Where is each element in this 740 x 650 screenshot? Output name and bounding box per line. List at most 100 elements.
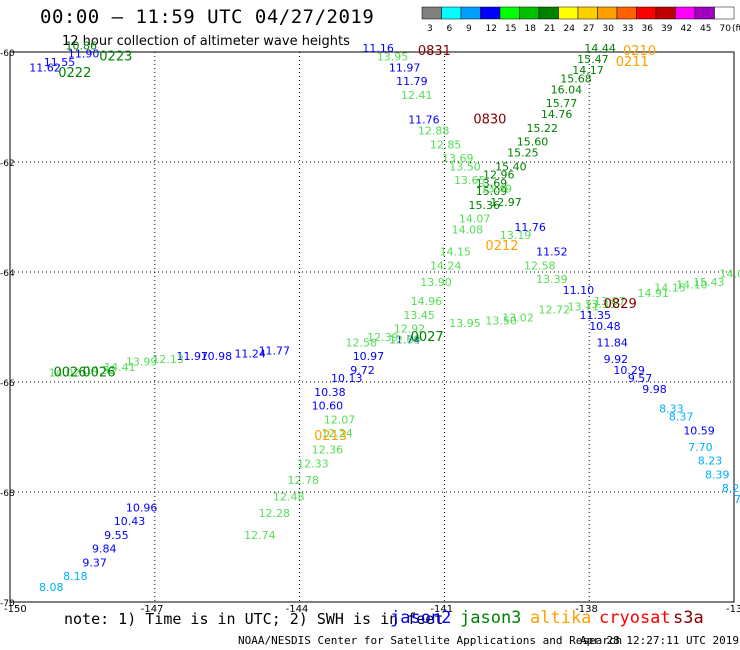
x-tick-label: -150 bbox=[4, 604, 27, 615]
data-label-cryosat: 8.23 bbox=[698, 455, 723, 468]
data-label-altika: 14.41 bbox=[104, 361, 135, 374]
data-label-altika: 14.02 bbox=[49, 367, 81, 380]
data-label-jason2: 9.92 bbox=[604, 353, 629, 366]
page-subtitle: 12 hour collection of altimeter wave hei… bbox=[62, 34, 350, 49]
colorbar-label: 21 bbox=[544, 24, 555, 34]
data-label-altika: 14.08 bbox=[452, 224, 484, 237]
data-label-altika: 12.13 bbox=[152, 353, 184, 366]
credit-text: NOAA/NESDIS Center for Satellite Applica… bbox=[238, 634, 623, 647]
data-label-altika: 13.50 bbox=[485, 314, 516, 327]
colorbar-label: 12 bbox=[486, 24, 497, 34]
colorbar-swatch bbox=[577, 6, 598, 20]
data-label-jason2: 10.48 bbox=[589, 320, 621, 333]
colorbar-label: 36 bbox=[642, 24, 654, 34]
track-label: 0212 bbox=[485, 239, 518, 254]
data-label-altika: 12.07 bbox=[324, 413, 356, 426]
colorbar-swatch bbox=[597, 6, 618, 20]
data-label-jason2: 10.60 bbox=[312, 400, 344, 413]
data-label-jason2: 11.90 bbox=[68, 48, 100, 61]
data-label-jason2: 9.37 bbox=[82, 556, 107, 569]
colorbar-label: 24 bbox=[564, 24, 576, 34]
generated-timestamp: Apr 28 12:27:11 UTC 2019 bbox=[580, 634, 739, 647]
colorbar-label: 42 bbox=[681, 24, 692, 34]
track-label: 0831 bbox=[418, 44, 451, 59]
data-label-altika: 13.39 bbox=[536, 273, 568, 286]
data-label-altika: 12.88 bbox=[418, 125, 450, 138]
data-label-altika: 12.48 bbox=[273, 490, 305, 503]
data-label-altika: 13.65 bbox=[454, 174, 486, 187]
data-label-jason2: 9.98 bbox=[642, 383, 667, 396]
data-label-jason2: 10.97 bbox=[353, 350, 385, 363]
data-label-jason2: 11.74 bbox=[389, 334, 421, 347]
data-label-jason2: 9.72 bbox=[350, 364, 375, 377]
colorbar-swatch bbox=[460, 6, 481, 20]
y-tick-label: -60 bbox=[0, 49, 15, 59]
colorbar-unit: (ft) bbox=[732, 24, 740, 34]
data-label-jason3: 15.47 bbox=[577, 53, 609, 66]
data-label-jason3: 15.25 bbox=[507, 147, 539, 160]
colorbar-swatch bbox=[441, 6, 462, 20]
data-label-cryosat: 8.33 bbox=[659, 402, 684, 415]
data-label-altika: 13.69 bbox=[442, 152, 474, 165]
data-label-altika: 12.92 bbox=[394, 323, 426, 336]
colorbar-label: 18 bbox=[525, 24, 537, 34]
page-title: 00:00 – 11:59 UTC 04/27/2019 bbox=[40, 6, 375, 28]
data-label-altika: 12.69 bbox=[389, 334, 421, 347]
track-label: 0026 bbox=[53, 366, 86, 381]
y-tick-label: -70 bbox=[0, 599, 15, 609]
data-label-altika: 13.90 bbox=[420, 276, 452, 289]
data-label-jason2: 10.29 bbox=[613, 364, 645, 377]
colorbar-swatch bbox=[655, 6, 676, 20]
y-tick-label: -62 bbox=[0, 159, 15, 169]
data-label-altika: 12.39 bbox=[367, 331, 399, 344]
data-label-jason2: 11.16 bbox=[362, 42, 394, 55]
data-label-jason3: 15.09 bbox=[476, 185, 508, 198]
colorbar-label: 70 bbox=[720, 24, 732, 34]
data-label-jason2: 11.76 bbox=[514, 221, 546, 234]
data-label-altika: 14.07 bbox=[459, 213, 491, 226]
data-label-jason3: 15.68 bbox=[560, 72, 592, 85]
data-label-jason3: 15.22 bbox=[526, 122, 558, 135]
track-label: 0210 bbox=[623, 44, 656, 59]
data-label-altika: 12.28 bbox=[259, 507, 291, 520]
data-label-altika: 14.15 bbox=[654, 281, 686, 294]
legend-jason3: jason3 bbox=[460, 608, 522, 628]
data-label-jason3: 10.86 bbox=[66, 39, 98, 52]
data-label-cryosat: 7.95 bbox=[734, 493, 740, 506]
data-label-jason2: 11.10 bbox=[563, 284, 595, 297]
data-label-cryosat: 7.70 bbox=[688, 441, 713, 454]
data-label-altika: 13.71 bbox=[567, 301, 599, 314]
data-label-jason3: 13.69 bbox=[476, 177, 508, 190]
data-label-altika: 12.33 bbox=[297, 457, 329, 470]
data-label-altika: 14.91 bbox=[637, 287, 669, 300]
data-label-altika: 12.74 bbox=[244, 529, 275, 542]
colorbar-label: 33 bbox=[622, 24, 633, 34]
colorbar-swatch bbox=[714, 6, 735, 20]
data-label-jason2: 9.57 bbox=[628, 372, 653, 385]
data-label-altika: 12.24 bbox=[321, 427, 353, 440]
colorbar-swatch bbox=[421, 6, 442, 20]
colorbar-label: 39 bbox=[661, 24, 673, 34]
x-tick-label: -144 bbox=[286, 604, 309, 615]
data-label-jason3: 15.36 bbox=[469, 199, 501, 212]
legend-cryosat: cryosat bbox=[599, 608, 671, 628]
data-label-altika: 14.52 bbox=[85, 364, 117, 377]
data-label-jason2: 11.62 bbox=[29, 61, 61, 74]
data-label-altika: 13.45 bbox=[403, 309, 435, 322]
data-label-cryosat: 8.18 bbox=[63, 570, 88, 583]
x-tick-label: -147 bbox=[141, 604, 164, 615]
data-label-jason2: 11.97 bbox=[177, 350, 209, 363]
data-label-altika: 12.41 bbox=[401, 89, 433, 102]
data-label-altika: 12.78 bbox=[288, 474, 320, 487]
data-label-altika: 13.19 bbox=[500, 229, 532, 242]
data-label-jason2: 10.13 bbox=[331, 372, 363, 385]
data-label-altika: 12.36 bbox=[312, 444, 344, 457]
data-label-jason2: 9.55 bbox=[104, 529, 128, 542]
colorbar-swatch bbox=[499, 6, 520, 20]
legend-altika: altika bbox=[530, 608, 592, 628]
data-label-altika: 12.58 bbox=[524, 259, 556, 272]
data-label-altika: 13.50 bbox=[449, 160, 481, 173]
data-label-jason3: 15.40 bbox=[495, 160, 526, 173]
colorbar-swatch bbox=[694, 6, 715, 20]
data-label-cryosat: 8.08 bbox=[39, 581, 64, 594]
